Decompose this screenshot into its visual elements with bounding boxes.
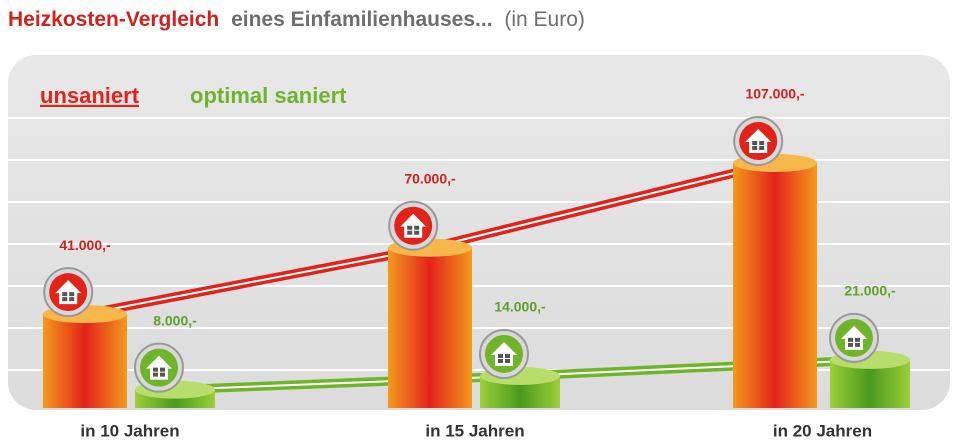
value-label: 70.000,-: [404, 170, 456, 186]
bar: [388, 247, 472, 408]
chart-title: Heizkosten-Vergleich eines Einfamilienha…: [8, 8, 585, 31]
x-tick-label: in 20 Jahren: [773, 421, 872, 440]
house-window: [848, 337, 860, 347]
value-label: 8.000,-: [153, 312, 197, 328]
legend-entry: unsaniert: [40, 83, 140, 108]
house-icon: [745, 129, 772, 153]
house-window: [62, 292, 75, 302]
title-part: (in Euro): [504, 8, 585, 31]
value-label: 21.000,-: [844, 283, 896, 299]
house-window: [407, 225, 420, 235]
house-window: [752, 141, 765, 150]
house-icon: [146, 355, 172, 380]
value-label: 14.000,-: [494, 299, 546, 315]
legend-entry: optimal saniert: [190, 83, 347, 108]
x-tick-label: in 15 Jahren: [425, 421, 524, 440]
title-part: eines Einfamilienhauses...: [231, 8, 492, 31]
x-tick-label: in 10 Jahren: [80, 421, 179, 440]
house-icon: [491, 341, 517, 366]
value-label: 41.000,-: [59, 237, 111, 253]
bar: [43, 314, 127, 408]
title-part: Heizkosten-Vergleich: [8, 8, 219, 31]
bar: [733, 163, 817, 408]
value-label: 107.000,-: [745, 86, 804, 102]
house-icon: [841, 325, 867, 350]
house-icon: [400, 213, 427, 238]
house-window: [153, 367, 165, 377]
house-window: [498, 353, 510, 363]
house-icon: [55, 280, 82, 305]
